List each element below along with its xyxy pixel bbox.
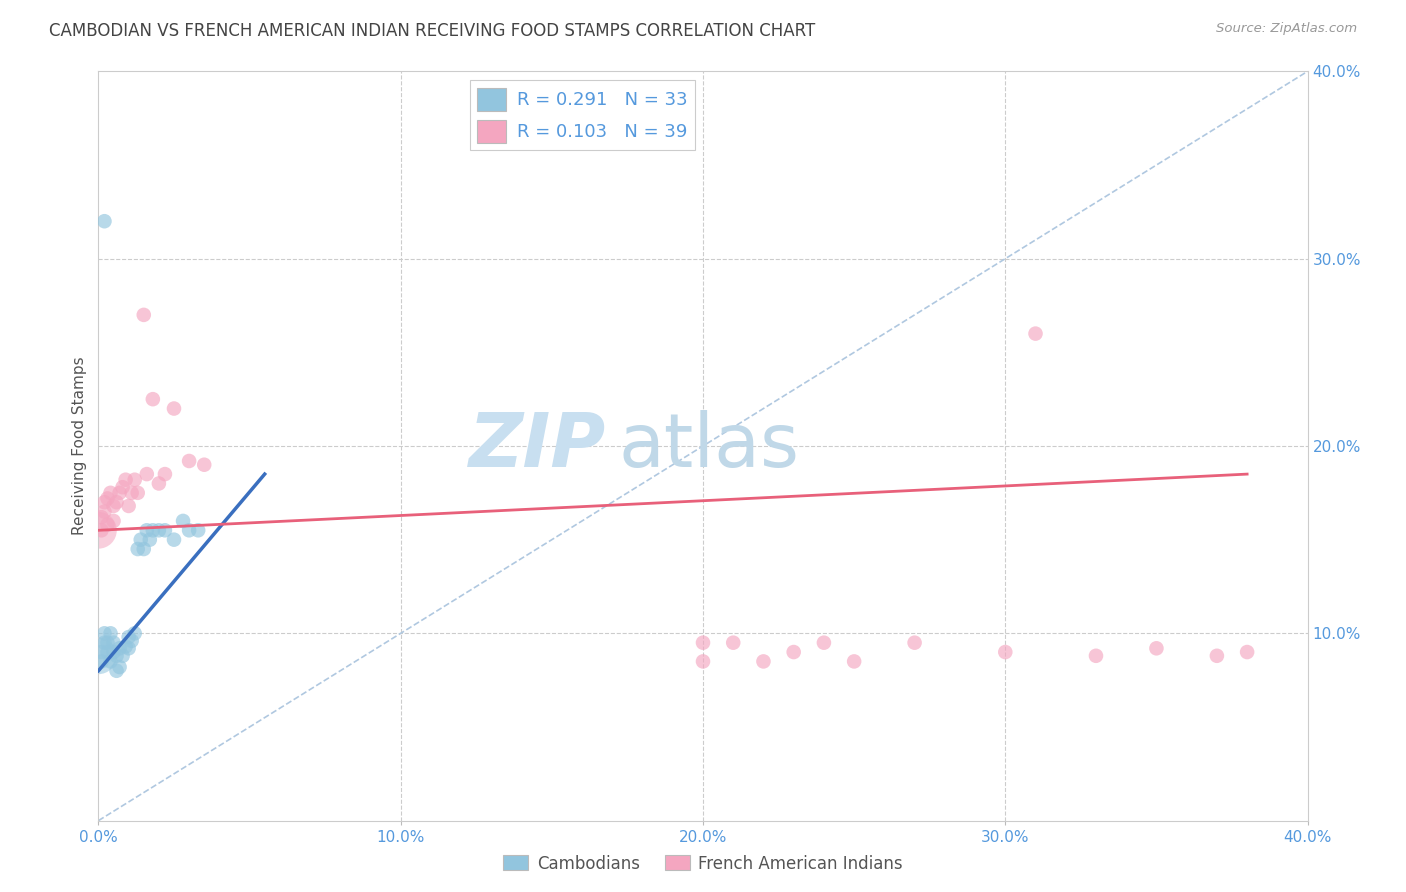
Point [114,640,136,654]
Point [127,486,149,500]
Point [111,480,134,494]
Point [121,633,143,648]
Legend: R = 0.291   N = 33, R = 0.103   N = 39: R = 0.291 N = 33, R = 0.103 N = 39 [470,80,695,150]
Point [163,401,186,416]
Text: atlas: atlas [619,409,800,483]
Point [127,542,149,557]
Point [692,655,714,669]
Point [93,626,115,640]
Point [142,392,165,407]
Point [139,533,162,547]
Point [111,648,134,663]
Text: CAMBODIAN VS FRENCH AMERICAN INDIAN RECEIVING FOOD STAMPS CORRELATION CHART: CAMBODIAN VS FRENCH AMERICAN INDIAN RECE… [49,22,815,40]
Point [1206,648,1229,663]
Point [813,635,835,649]
Point [87,524,110,538]
Point [844,655,866,669]
Point [93,214,115,228]
Point [108,641,131,656]
Point [132,308,155,322]
Point [90,524,112,538]
Point [124,626,146,640]
Point [103,645,125,659]
Point [124,473,146,487]
Point [114,473,136,487]
Point [148,524,170,538]
Text: ZIP: ZIP [470,409,606,483]
Point [1085,648,1108,663]
Point [108,660,131,674]
Point [172,514,194,528]
Point [118,630,141,644]
Point [93,635,115,649]
Point [87,648,110,663]
Point [1144,641,1167,656]
Point [93,505,115,519]
Point [1024,326,1046,341]
Point [100,486,122,500]
Point [135,524,157,538]
Point [1236,645,1258,659]
Point [994,645,1017,659]
Point [105,648,128,663]
Point [103,499,125,513]
Point [193,458,215,472]
Point [103,514,125,528]
Point [148,476,170,491]
Point [187,524,209,538]
Point [118,641,141,656]
Y-axis label: Receiving Food Stamps: Receiving Food Stamps [72,357,87,535]
Point [118,499,141,513]
Point [142,524,165,538]
Point [783,645,806,659]
Point [135,467,157,482]
Point [96,517,118,532]
Point [132,542,155,557]
Point [153,467,176,482]
Point [153,524,176,538]
Point [723,635,745,649]
Point [108,486,131,500]
Point [96,645,118,659]
Point [121,486,143,500]
Point [96,491,118,506]
Point [692,635,714,649]
Point [90,655,112,669]
Point [105,495,128,509]
Point [100,655,122,669]
Point [179,524,201,538]
Point [100,626,122,640]
Point [90,645,112,659]
Legend: Cambodians, French American Indians: Cambodians, French American Indians [496,848,910,880]
Point [105,664,128,678]
Point [96,635,118,649]
Point [93,495,115,509]
Point [163,533,186,547]
Point [90,510,112,524]
Text: Source: ZipAtlas.com: Source: ZipAtlas.com [1216,22,1357,36]
Point [752,655,775,669]
Point [129,533,152,547]
Point [904,635,927,649]
Point [179,454,201,468]
Point [103,635,125,649]
